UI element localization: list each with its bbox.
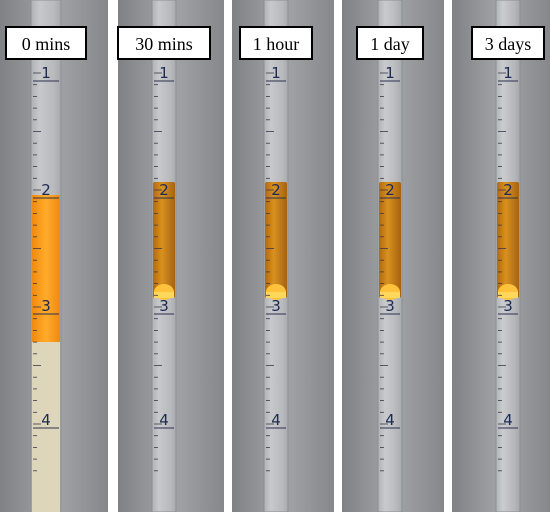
graduation-label: 1: [159, 64, 169, 82]
graduation-label: 3: [385, 297, 395, 315]
label-box: [5, 26, 87, 60]
graduation-label: 4: [159, 411, 169, 429]
sediment-base: [498, 292, 518, 298]
graduation-label: 2: [41, 181, 51, 199]
graduation-label: 3: [271, 297, 281, 315]
graduation-label: 1: [503, 64, 513, 82]
liquid-lower: [32, 342, 60, 512]
graduation-label: 4: [271, 411, 281, 429]
panel-label: 30 mins: [135, 34, 193, 54]
liquid-amber: [379, 182, 401, 298]
label-box: [117, 26, 211, 60]
liquid-amber: [153, 182, 175, 298]
sediment-base: [154, 292, 174, 298]
graduation-label: 1: [41, 64, 51, 82]
sediment-base: [380, 292, 400, 298]
graduation-label: 2: [385, 181, 395, 199]
panel-label: 3 days: [485, 34, 532, 54]
graduation-label: 3: [41, 297, 51, 315]
graduation-label: 4: [385, 411, 395, 429]
liquid-amber: [497, 182, 519, 298]
graduation-label: 2: [503, 181, 513, 199]
graduation-label: 2: [271, 181, 281, 199]
label-box: [239, 26, 313, 60]
panel-label: 0 mins: [22, 34, 71, 54]
graduation-label: 2: [159, 181, 169, 199]
graduation-label: 4: [503, 411, 513, 429]
graduation-label: 1: [385, 64, 395, 82]
panel-label: 1 hour: [253, 34, 300, 54]
label-box: [356, 26, 424, 60]
graduation-label: 1: [271, 64, 281, 82]
graduation-label: 4: [41, 411, 51, 429]
liquid-orange: [32, 195, 60, 342]
label-box: [471, 26, 545, 60]
graduation-label: 3: [503, 297, 513, 315]
panel-label: 1 day: [370, 34, 410, 54]
graduation-label: 3: [159, 297, 169, 315]
sediment-base: [266, 292, 286, 298]
liquid-amber: [265, 182, 287, 298]
